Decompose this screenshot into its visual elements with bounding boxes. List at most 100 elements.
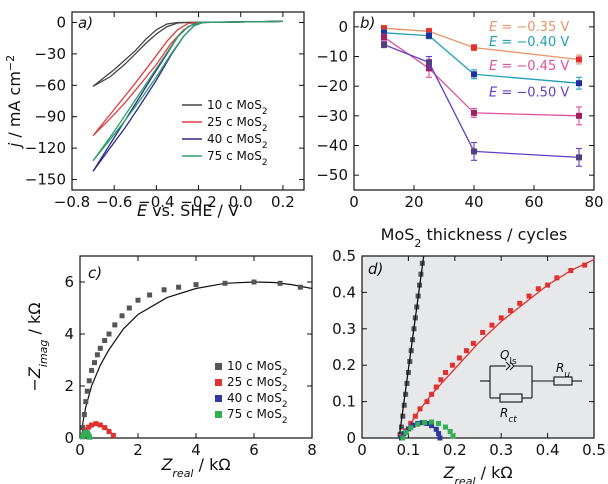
- x-tick-label: 0.5: [582, 441, 606, 459]
- data-point: [535, 286, 541, 292]
- data-point: [94, 352, 100, 358]
- x-tick-label: 20: [404, 193, 423, 211]
- series-line: [92, 20, 283, 162]
- data-point: [102, 425, 108, 431]
- data-point: [398, 424, 404, 430]
- data-point: [471, 148, 477, 155]
- data-point: [401, 402, 407, 408]
- y-tick-label: −10: [316, 48, 348, 66]
- y-axis-label: j / mA cm−2: [4, 55, 25, 149]
- data-point: [92, 360, 97, 366]
- legend-label: 10 c MoS2: [207, 98, 268, 117]
- y-tick-label: 0: [64, 429, 74, 447]
- legend-swatch: [215, 395, 222, 402]
- data-point: [297, 284, 303, 290]
- data-point: [89, 422, 95, 428]
- data-point: [576, 154, 582, 161]
- panel-label: c): [88, 264, 102, 282]
- data-point: [554, 275, 560, 281]
- data-point: [193, 282, 199, 288]
- y-tick-label: 0.2: [332, 356, 356, 374]
- circuit-label-rct: Rct: [500, 406, 517, 425]
- data-point: [410, 422, 416, 428]
- legend-label: 75 c MoS2: [207, 149, 268, 168]
- legend-label: 10 c MoS2: [227, 359, 288, 378]
- legend-label: 25 c MoS2: [207, 115, 268, 134]
- data-point: [112, 322, 118, 328]
- data-point: [147, 292, 153, 298]
- data-point: [381, 41, 387, 48]
- x-tick-label: 60: [524, 193, 543, 211]
- data-point: [106, 429, 112, 434]
- plot-frame: [353, 11, 595, 191]
- data-point: [489, 322, 495, 328]
- x-tick-label: 0.2: [271, 193, 295, 211]
- data-point: [582, 262, 588, 268]
- data-point: [576, 56, 582, 63]
- panel-b: 0 20 40 60 800−10−20−30−40−50E = −0.35 VE = …: [316, 11, 604, 250]
- y-tick-label: −30: [34, 45, 66, 63]
- series-line: [383, 27, 580, 61]
- data-point: [86, 378, 92, 384]
- data-point: [97, 422, 103, 428]
- data-point: [576, 112, 582, 119]
- data-point: [438, 377, 444, 383]
- fit-line: [400, 259, 595, 439]
- plot-frame: [361, 255, 595, 439]
- data-point: [408, 425, 414, 431]
- circuit-label-ru: Ru: [556, 361, 570, 380]
- y-tick-label: −40: [316, 137, 348, 155]
- x-axis-label: MoS2 thickness / cycles: [381, 225, 568, 250]
- panel-d: 0 0.1 0.2 0.3 0.4 0.5 0 0.1 0.2 0.3 0.4 0.5 d) Qls Rct…: [332, 247, 606, 484]
- y-tick-label: −50: [316, 166, 348, 184]
- data-point: [251, 279, 257, 285]
- series-label: E = −0.45 V: [489, 59, 569, 74]
- legend-label: 75 c MoS2: [227, 407, 288, 426]
- data-point: [471, 44, 477, 51]
- x-tick-label: 0.1: [396, 441, 420, 459]
- series-label: E = −0.50 V: [489, 85, 569, 100]
- data-point: [429, 423, 435, 429]
- y-tick-label: −30: [316, 107, 348, 125]
- y-axis-label: −Zimag / kΩ: [25, 303, 50, 392]
- y-tick-label: 4: [64, 325, 74, 343]
- series-label: E = −0.35 V: [489, 20, 569, 35]
- data-point: [447, 428, 453, 434]
- series-label: E = −0.40 V: [489, 35, 569, 50]
- data-point: [450, 433, 456, 439]
- data-point: [480, 329, 486, 335]
- data-point: [87, 434, 93, 440]
- data-point: [89, 367, 95, 373]
- data-point: [471, 71, 477, 78]
- y-tick-label: −120: [25, 139, 66, 157]
- x-tick-label: −0.8: [54, 193, 90, 211]
- data-point: [403, 430, 409, 436]
- data-point: [277, 280, 283, 286]
- legend-label: 25 c MoS2: [227, 375, 288, 394]
- data-point: [86, 424, 92, 430]
- data-point: [84, 388, 90, 394]
- series-line: [383, 36, 580, 117]
- x-tick-label: 0.4: [536, 441, 560, 459]
- x-tick-label: 0: [75, 441, 85, 459]
- x-tick-label: 0: [349, 193, 359, 211]
- panel-label: b): [360, 14, 375, 32]
- data-point: [526, 293, 532, 299]
- data-point: [222, 280, 228, 286]
- legend-swatch: [215, 411, 222, 418]
- data-point: [422, 419, 428, 425]
- y-tick-label: −20: [316, 77, 348, 95]
- data-point: [400, 435, 406, 441]
- series-line: [383, 43, 580, 159]
- data-point: [576, 80, 582, 87]
- plot-frame: [79, 255, 313, 439]
- data-point: [443, 424, 449, 430]
- y-tick-label: 0.4: [332, 283, 356, 301]
- data-point: [517, 300, 523, 306]
- panel-label: d): [368, 260, 383, 278]
- series-line: [92, 20, 283, 87]
- data-point: [470, 340, 476, 346]
- data-point: [381, 29, 387, 36]
- x-tick-label: −0.6: [96, 193, 132, 211]
